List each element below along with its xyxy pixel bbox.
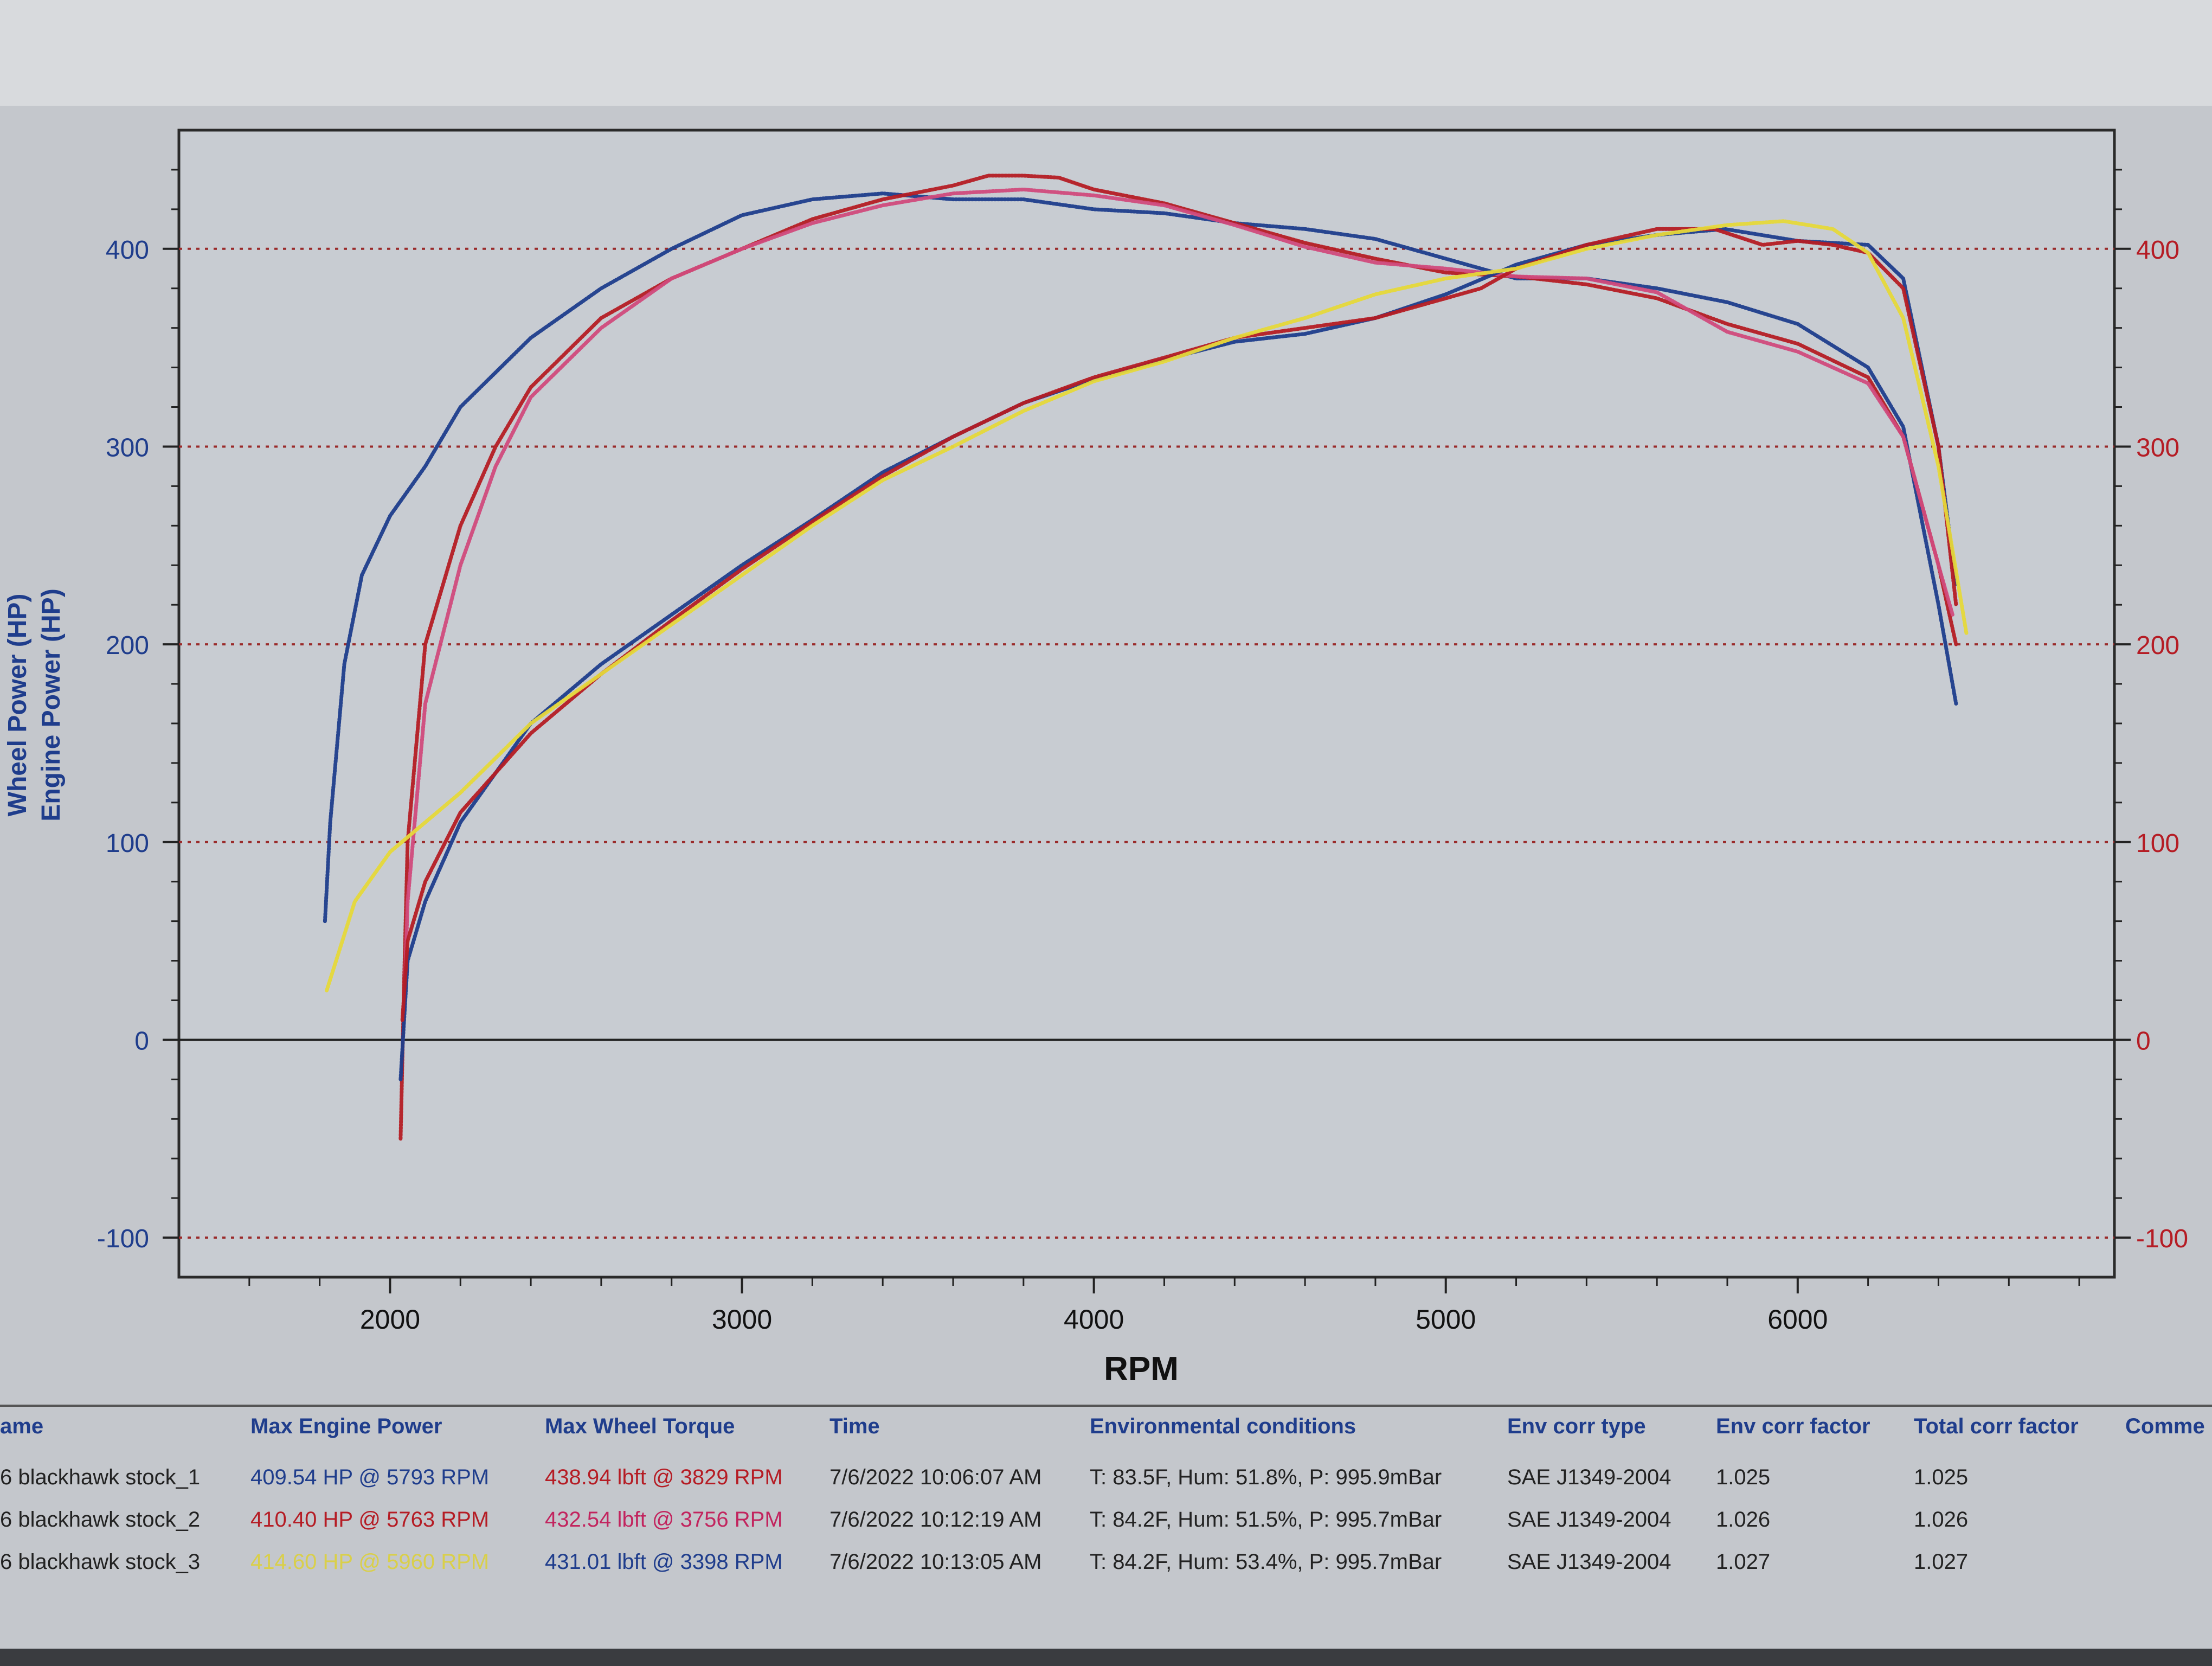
run-summary-table: ame Max Engine Power Max Wheel Torque Ti… [0,1405,2212,1643]
x-tick-label: 3000 [712,1304,772,1335]
cell-corr-type: SAE J1349-2004 [1507,1550,1671,1574]
y-tick-label-right: 200 [2136,631,2179,660]
series-power-run-3 [325,219,1969,992]
cell-time: 7/6/2022 10:06:07 AM [829,1465,1042,1489]
y-tick-label-left: 300 [106,433,149,462]
cell-torque: 432.54 lbft @ 3756 RPM [545,1508,783,1532]
photo-background-bottom [0,1649,2212,1666]
y-tick-label-left: 0 [134,1027,149,1055]
cell-torque: 438.94 lbft @ 3829 RPM [545,1465,783,1489]
cell-env: T: 84.2F, Hum: 53.4%, P: 995.7mBar [1090,1550,1442,1574]
x-axis-label: RPM [1104,1350,1179,1388]
x-tick-label: 4000 [1064,1304,1124,1335]
cell-env: T: 83.5F, Hum: 51.8%, P: 995.9mBar [1090,1465,1442,1489]
cell-corr: 1.025 [1716,1465,1771,1489]
cell-power: 410.40 HP @ 5763 RPM [250,1508,490,1532]
y-tick-label-right: 0 [2136,1027,2151,1055]
cell-name: 6 blackhawk stock_3 [0,1550,201,1574]
series-torque-run-1 [323,191,1958,924]
cell-power: 409.54 HP @ 5793 RPM [250,1465,490,1489]
y-tick-label-left: -100 [97,1225,149,1253]
x-tick-label: 5000 [1416,1304,1476,1335]
y-axis-label-wheel: Wheel Power (HP) [3,594,32,817]
cell-torque: 431.01 lbft @ 3398 RPM [545,1550,783,1574]
col-header-env-corr-factor: Env corr factor [1716,1414,1870,1438]
cell-name: 6 blackhawk stock_1 [0,1465,201,1489]
cell-total: 1.027 [1914,1550,1969,1574]
y-tick-label-right: 400 [2136,236,2179,265]
cell-corr-type: SAE J1349-2004 [1507,1508,1671,1532]
dyno-chart: 400 300 200 100 0 -100 400 300 200 100 0 -100 2000 30… [3,129,2188,1388]
grid-lines [179,247,2114,1239]
x-tick-label: 6000 [1767,1304,1828,1335]
cell-corr: 1.026 [1716,1508,1771,1532]
x-tick-label: 2000 [360,1304,420,1335]
cell-time: 7/6/2022 10:13:05 AM [829,1550,1042,1574]
col-header-name: ame [0,1414,44,1438]
col-header-max-engine-power: Max Engine Power [250,1414,442,1438]
cell-corr-type: SAE J1349-2004 [1507,1465,1671,1489]
col-header-total-corr-factor: Total corr factor [1914,1414,2079,1438]
cell-total: 1.025 [1914,1465,1969,1489]
col-header-time: Time [829,1414,880,1438]
series-torque-run-3 [402,187,1954,1013]
cell-power: 414.60 HP @ 5960 RPM [250,1550,490,1574]
cell-name: 6 blackhawk stock_2 [0,1508,201,1532]
y-tick-label-left: 400 [106,236,149,265]
cell-corr: 1.027 [1716,1550,1771,1574]
col-header-env-corr-type: Env corr type [1507,1414,1646,1438]
table-divider [0,1405,2212,1407]
col-header-env-conditions: Environmental conditions [1090,1414,1356,1438]
col-header-comments: Comme [2125,1414,2205,1438]
cell-time: 7/6/2022 10:12:19 AM [829,1508,1042,1532]
photo-background-top [0,0,2212,108]
col-header-max-wheel-torque: Max Wheel Torque [545,1414,735,1438]
y-tick-label-left: 200 [106,631,149,660]
y-tick-label-right: -100 [2136,1225,2188,1253]
y-axis-label-engine: Engine Power (HP) [37,588,66,821]
cell-env: T: 84.2F, Hum: 51.5%, P: 995.7mBar [1090,1508,1442,1532]
series-torque-run-2 [398,174,1958,1141]
y-tick-label-right: 100 [2136,829,2179,858]
axes: 400 300 200 100 0 -100 400 300 200 100 0 -100 2000 30… [97,169,2188,1335]
y-tick-label-left: 100 [106,829,149,858]
plot-area [177,129,2116,1279]
cell-total: 1.026 [1914,1508,1969,1532]
series-lines [323,174,1969,1141]
y-tick-label-right: 300 [2136,433,2179,462]
